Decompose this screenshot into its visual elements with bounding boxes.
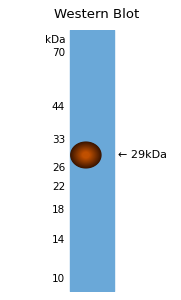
Polygon shape [75,146,97,165]
Text: 22: 22 [52,182,65,192]
Text: 10: 10 [52,274,65,284]
Polygon shape [71,143,100,167]
Polygon shape [73,144,98,166]
Polygon shape [78,148,93,161]
Text: 44: 44 [52,101,65,112]
Polygon shape [71,142,101,168]
Text: 18: 18 [52,206,65,215]
Polygon shape [83,152,89,158]
Polygon shape [72,143,100,167]
Text: 70: 70 [52,48,65,58]
Polygon shape [76,146,96,164]
Polygon shape [73,144,99,166]
Polygon shape [82,151,90,159]
Polygon shape [78,148,94,162]
Polygon shape [77,148,95,162]
Text: 14: 14 [52,235,65,244]
Polygon shape [74,145,98,165]
Text: ← 29kDa: ← 29kDa [118,150,167,160]
Polygon shape [80,150,91,160]
Polygon shape [79,149,93,161]
Polygon shape [77,147,95,163]
Text: 26: 26 [52,163,65,173]
Polygon shape [75,146,96,164]
Polygon shape [80,150,92,160]
Text: kDa: kDa [45,35,65,45]
Text: Western Blot: Western Blot [54,8,139,21]
Polygon shape [82,152,90,158]
Polygon shape [81,151,91,159]
Text: 33: 33 [52,135,65,145]
